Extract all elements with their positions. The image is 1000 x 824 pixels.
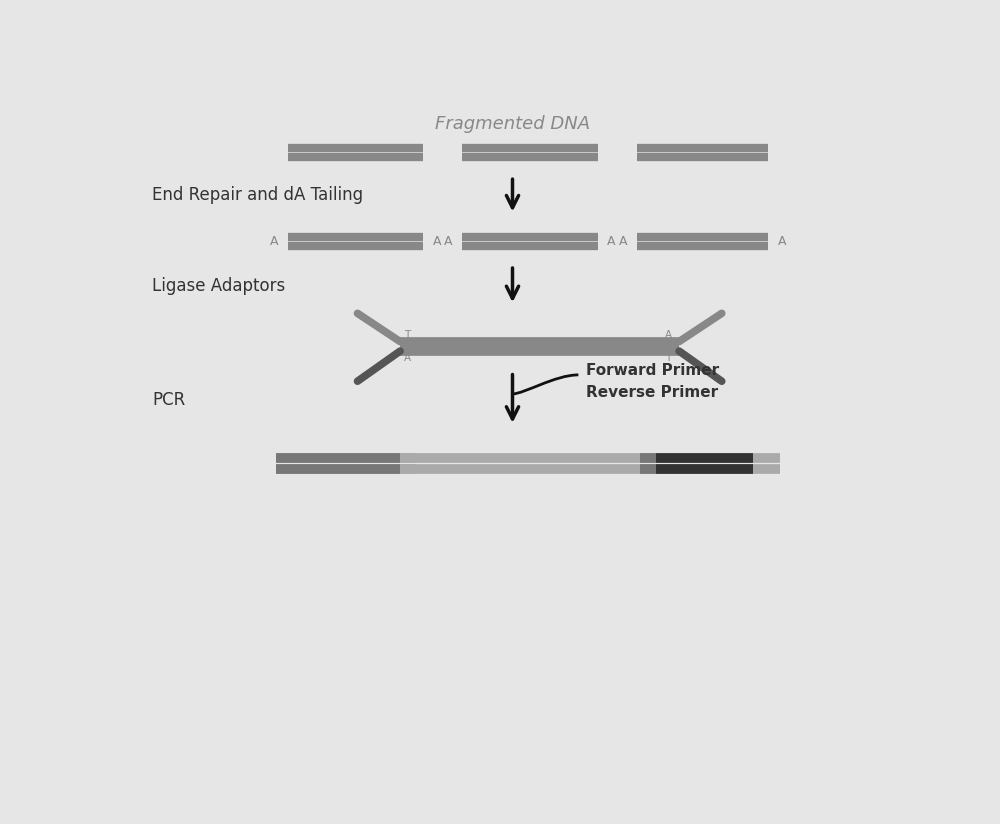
Text: End Repair and dA Tailing: End Repair and dA Tailing xyxy=(152,186,363,204)
Text: A: A xyxy=(665,330,672,340)
Text: A: A xyxy=(778,235,786,248)
Text: PCR: PCR xyxy=(152,391,185,410)
Text: Ligase Adaptors: Ligase Adaptors xyxy=(152,277,285,295)
Text: Forward Primer: Forward Primer xyxy=(586,363,719,378)
Text: T: T xyxy=(665,353,671,363)
Text: Fragmented DNA: Fragmented DNA xyxy=(435,115,590,133)
Text: A: A xyxy=(619,235,627,248)
Text: Reverse Primer: Reverse Primer xyxy=(586,385,718,400)
Text: A: A xyxy=(607,235,616,248)
Text: A: A xyxy=(270,235,278,248)
Text: A: A xyxy=(433,235,441,248)
Text: A: A xyxy=(444,235,453,248)
Text: A: A xyxy=(404,353,411,363)
Text: T: T xyxy=(404,330,410,340)
